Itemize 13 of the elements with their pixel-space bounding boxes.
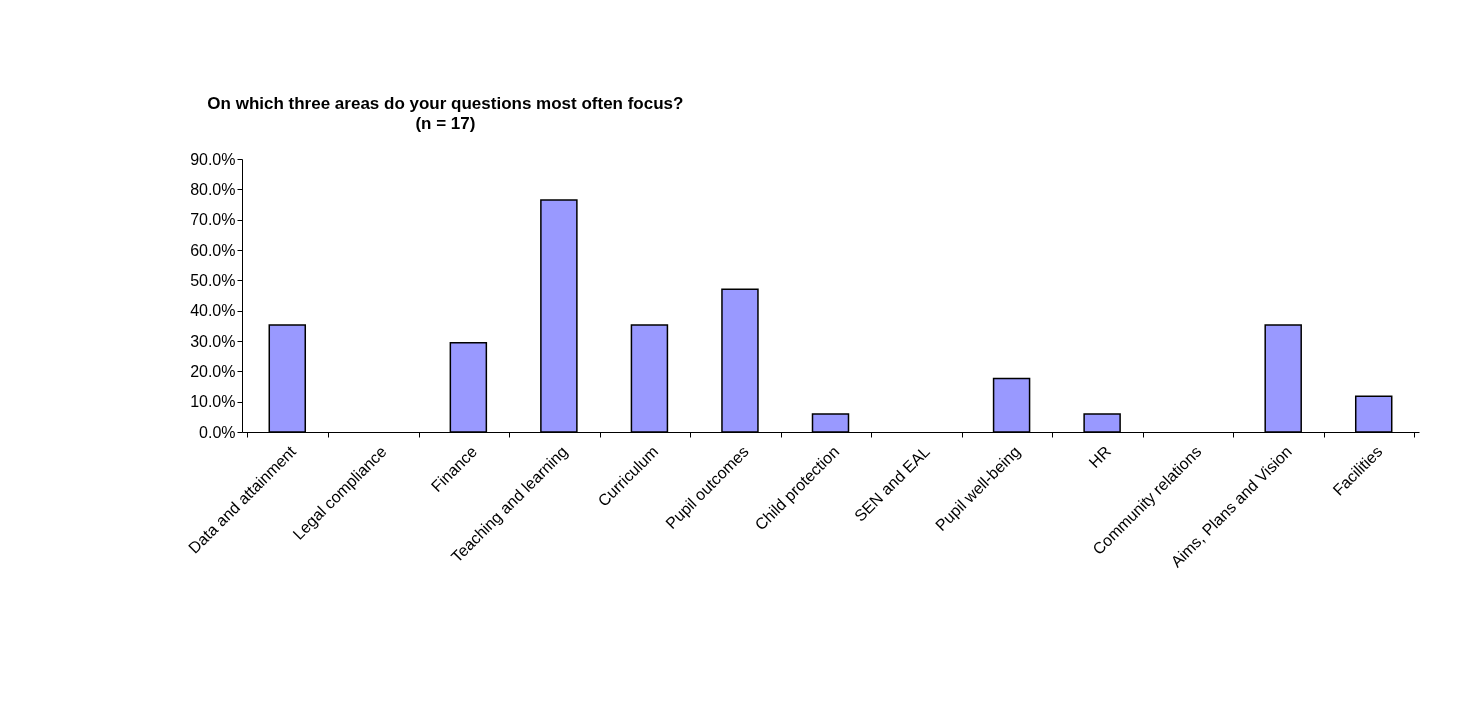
y-tick-label: 10.0% xyxy=(190,393,236,411)
chart-title: On which three areas do your questions most often focus? xyxy=(207,94,684,113)
y-tick-label: 90.0% xyxy=(190,150,236,168)
y-tick-label: 60.0% xyxy=(190,241,236,259)
chart-subtitle: (n = 17) xyxy=(415,114,476,133)
y-tick-label: 30.0% xyxy=(190,332,236,350)
y-tick-label: 40.0% xyxy=(190,302,236,320)
y-tick-label: 80.0% xyxy=(190,180,236,198)
y-tick-label: 20.0% xyxy=(190,362,236,380)
x-tick-label: HR xyxy=(1085,442,1114,472)
y-tick-label: 70.0% xyxy=(190,211,236,229)
y-tick-label: 50.0% xyxy=(190,271,236,289)
y-tick-label: 0.0% xyxy=(199,423,236,441)
